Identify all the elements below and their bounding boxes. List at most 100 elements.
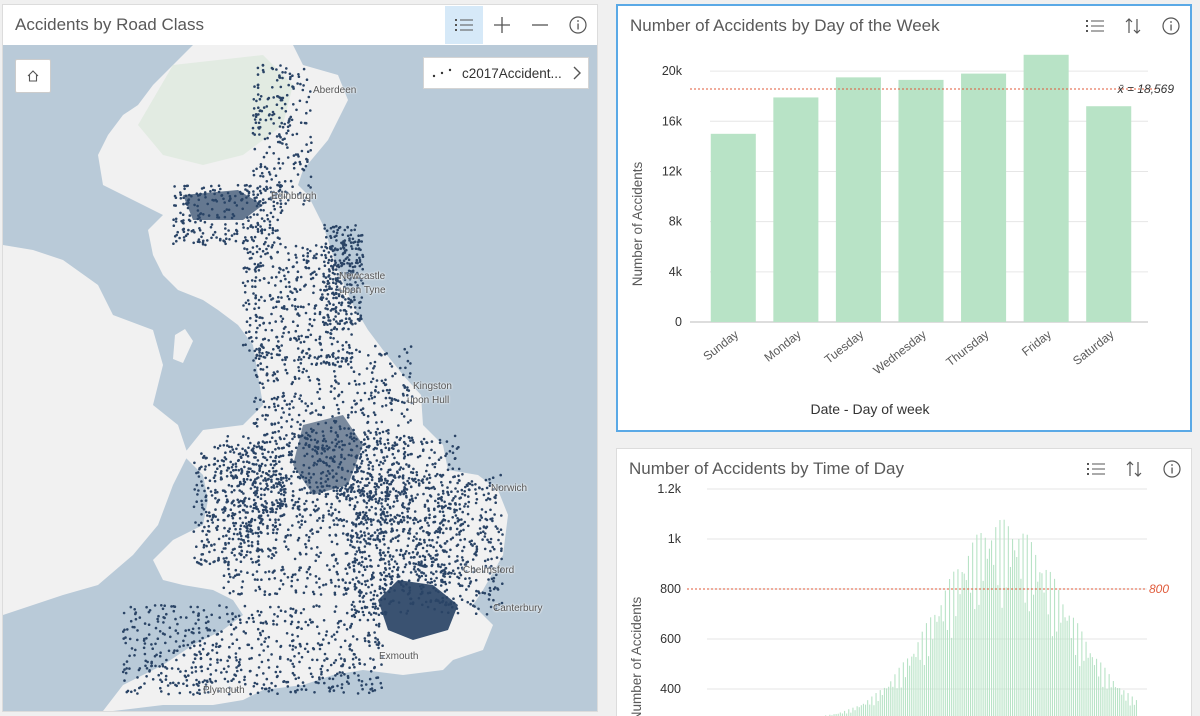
accident-point: [388, 563, 391, 566]
time-bar: [936, 621, 938, 716]
accident-point: [241, 508, 245, 512]
map-canvas[interactable]: c2017Accident... Aberdeen Edinburgh Newc…: [3, 45, 597, 711]
accident-point: [353, 504, 357, 508]
accident-point: [270, 501, 274, 504]
accident-point: [272, 152, 276, 155]
sort-icon[interactable]: [1115, 450, 1153, 488]
accident-point: [265, 180, 269, 183]
accident-point: [328, 269, 331, 273]
legend-icon[interactable]: [1076, 7, 1114, 45]
accident-point: [167, 649, 171, 653]
accident-point: [379, 437, 382, 440]
time-bar: [911, 656, 913, 716]
accident-point: [195, 500, 198, 504]
accident-point: [145, 667, 149, 670]
accident-point: [323, 681, 326, 685]
plus-icon[interactable]: [483, 6, 521, 44]
accident-point: [225, 439, 229, 443]
accident-point: [366, 435, 369, 439]
info-icon[interactable]: [559, 6, 597, 44]
accident-point: [190, 631, 194, 634]
accident-point: [378, 479, 381, 483]
accident-point: [499, 473, 503, 477]
accident-point: [271, 67, 275, 71]
accident-point: [298, 513, 302, 516]
accident-point: [388, 567, 392, 570]
accident-point: [319, 667, 323, 671]
accident-point: [478, 486, 481, 489]
accident-point: [393, 441, 397, 445]
accident-point: [258, 185, 262, 188]
accident-point: [323, 323, 326, 327]
accident-point: [407, 531, 410, 535]
accident-point: [355, 258, 359, 262]
sort-icon[interactable]: [1114, 7, 1152, 45]
minus-icon[interactable]: [521, 6, 559, 44]
accident-point: [376, 638, 380, 641]
time-bar: [957, 569, 959, 716]
accident-point: [330, 328, 333, 332]
time-of-day-card[interactable]: Number of Accidents by Time of Day 400 60…: [616, 448, 1192, 716]
accident-point: [255, 408, 259, 411]
legend-icon[interactable]: [445, 6, 483, 44]
accident-point: [264, 240, 267, 244]
accident-point: [350, 312, 353, 316]
accident-point: [340, 301, 344, 305]
accident-point: [347, 563, 350, 567]
accident-point: [257, 445, 261, 448]
accident-point: [336, 276, 340, 280]
accident-point: [264, 464, 267, 467]
accident-point: [222, 444, 226, 447]
accident-point: [337, 626, 340, 629]
accident-point: [471, 599, 475, 603]
accident-point: [253, 262, 257, 266]
accident-point: [383, 507, 386, 511]
accident-point: [409, 345, 413, 348]
layer-legend-chip[interactable]: c2017Accident...: [423, 57, 589, 89]
info-icon[interactable]: [1152, 7, 1190, 45]
accident-point: [276, 528, 279, 531]
home-button[interactable]: [15, 59, 51, 93]
accident-point: [332, 318, 336, 321]
info-icon[interactable]: [1153, 450, 1191, 488]
accident-point: [278, 349, 282, 352]
accident-point: [259, 621, 263, 625]
accident-point: [319, 342, 322, 346]
accident-point: [317, 632, 321, 635]
accident-point: [255, 99, 258, 103]
accident-point: [353, 665, 356, 669]
accident-point: [349, 270, 353, 273]
legend-icon[interactable]: [1077, 450, 1115, 488]
accident-point: [383, 519, 387, 523]
accident-point: [334, 268, 338, 271]
accident-point: [434, 558, 437, 562]
accident-point: [257, 563, 261, 566]
time-bar: [1083, 660, 1085, 716]
accident-point: [359, 550, 362, 554]
accident-point: [353, 306, 357, 309]
accident-point: [276, 95, 280, 98]
accident-point: [253, 470, 256, 474]
accident-point: [306, 576, 309, 580]
accident-point: [272, 348, 275, 351]
accident-point: [417, 478, 420, 482]
day-of-week-card[interactable]: Number of Accidents by Day of the Week 0…: [616, 4, 1192, 432]
time-bar: [879, 690, 881, 716]
accident-point: [256, 486, 259, 490]
accident-point: [345, 489, 349, 492]
accident-point: [278, 353, 281, 357]
accident-point: [427, 509, 431, 512]
accident-point: [470, 480, 474, 483]
accident-point: [355, 576, 358, 580]
accident-point: [414, 518, 418, 521]
accident-point: [260, 493, 263, 497]
accident-point: [395, 435, 399, 439]
accident-point: [356, 501, 359, 504]
accident-point: [273, 569, 276, 572]
accident-point: [496, 587, 499, 590]
accident-point: [209, 225, 213, 229]
accident-point: [415, 573, 419, 576]
accident-point: [228, 591, 232, 595]
accident-point: [300, 351, 304, 354]
accident-point: [374, 497, 377, 501]
